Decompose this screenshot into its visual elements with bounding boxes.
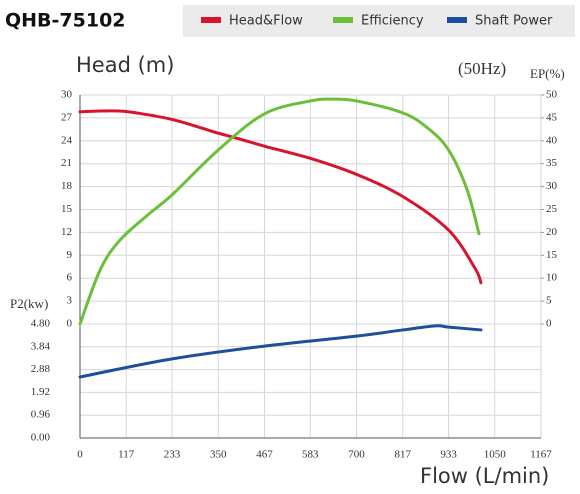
y3-tick-label: 1.92 [31, 386, 50, 398]
x-tick-label: 233 [164, 449, 181, 461]
y2-tick-label: 25 [546, 203, 558, 215]
y-tick-label: 27 [61, 111, 73, 123]
y3-tick-label: 0.00 [31, 432, 51, 444]
y2-tick-label: 45 [546, 111, 558, 123]
y2-tick-label: 30 [546, 180, 558, 192]
y-tick-label: 18 [61, 180, 73, 192]
x-axis-label: Flow (L/min) [420, 464, 549, 488]
y-tick-label: 0 [67, 318, 73, 330]
x-tick-label: 117 [118, 449, 135, 461]
legend-label: Efficiency [361, 14, 424, 29]
y-tick-label: 3 [67, 295, 73, 307]
legend-swatch [447, 17, 467, 23]
x-tick-label: 583 [302, 449, 319, 461]
legend-swatch [333, 17, 353, 23]
legend-swatch [201, 17, 221, 23]
y2-tick-label: 10 [546, 272, 558, 284]
x-tick-label: 817 [394, 449, 411, 461]
y2-tick-label: 35 [546, 157, 558, 169]
y3-tick-label: 2.88 [31, 363, 51, 375]
x-tick-label: 1167 [530, 449, 552, 461]
frequency-label: (50Hz) [458, 59, 506, 78]
x-tick-label: 467 [256, 449, 273, 461]
series-line [78, 109, 483, 285]
y-tick-label: 21 [61, 157, 72, 169]
y3-tick-label: 4.80 [31, 318, 51, 330]
x-tick-label: 1050 [484, 449, 507, 461]
y-tick-label: 9 [67, 249, 73, 261]
x-tick-label: 0 [77, 449, 83, 461]
y2-axis-label: EP(%) [530, 66, 565, 81]
series-line [78, 97, 481, 326]
y2-tick-label: 5 [546, 295, 552, 307]
y-tick-label: 24 [61, 134, 73, 146]
legend-box [183, 5, 575, 37]
x-tick-label: 350 [210, 449, 227, 461]
y3-tick-label: 3.84 [31, 340, 51, 352]
y2-tick-label: 50 [546, 89, 558, 101]
x-tick-label: 933 [440, 449, 457, 461]
y-tick-label: 12 [61, 226, 72, 238]
y3-axis-label: P2(kw) [10, 296, 48, 311]
y2-tick-label: 15 [546, 249, 558, 261]
y2-tick-label: 0 [546, 318, 552, 330]
series-line [78, 324, 483, 379]
legend-label: Head&Flow [229, 14, 303, 29]
chart-title: QHB-75102 [5, 10, 126, 32]
y-tick-label: 6 [67, 272, 73, 284]
y-tick-label: 30 [61, 89, 73, 101]
x-tick-label: 700 [348, 449, 365, 461]
y-axis-label: Head (m) [76, 53, 174, 77]
legend-label: Shaft Power [475, 14, 553, 29]
y2-tick-label: 40 [546, 134, 558, 146]
y-tick-label: 15 [61, 203, 73, 215]
y2-tick-label: 20 [546, 226, 558, 238]
y3-tick-label: 0.96 [31, 409, 51, 421]
